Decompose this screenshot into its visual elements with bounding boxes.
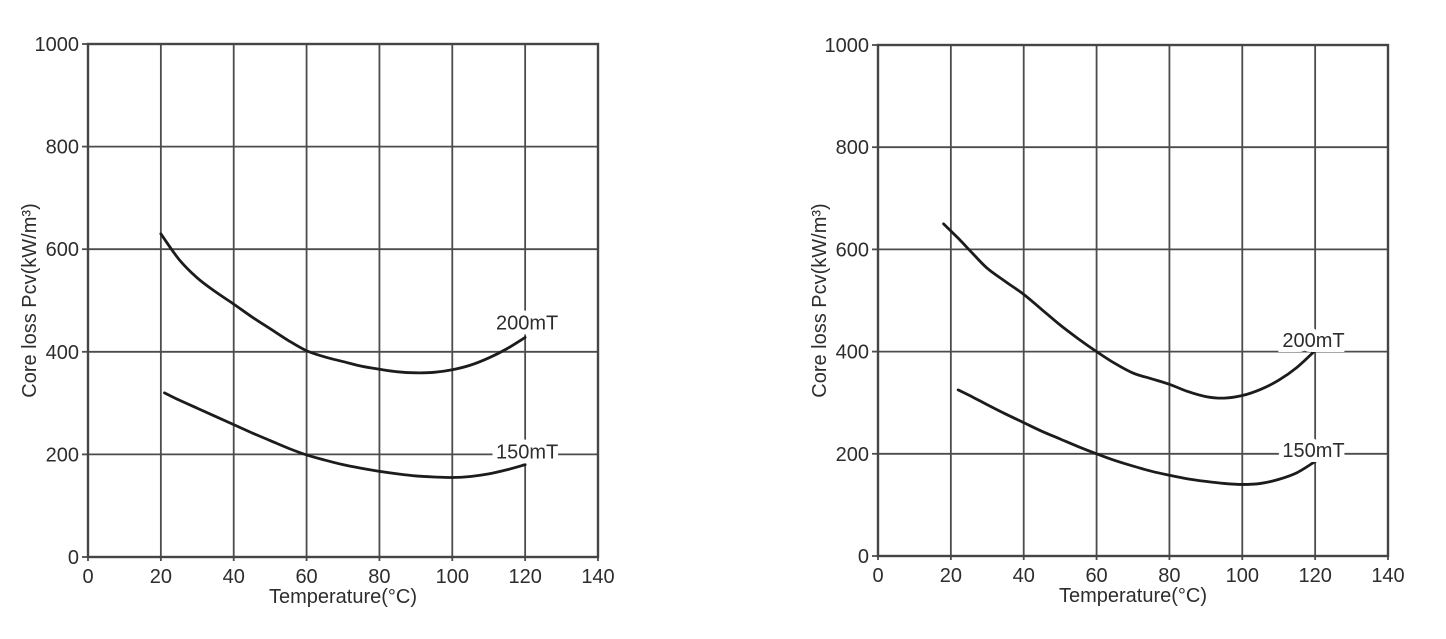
y-tick-label: 400 <box>836 342 869 364</box>
x-axis-title: Temperature(°C) <box>269 586 417 608</box>
series-label-150mT: 150mT <box>496 441 558 463</box>
x-axis-title: Temperature(°C) <box>1059 585 1207 607</box>
y-tick-label: 400 <box>46 342 79 364</box>
y-tick-label: 200 <box>46 444 79 466</box>
y-tick-label: 1000 <box>35 34 80 56</box>
plot-border <box>876 43 1390 558</box>
x-tick-label: 60 <box>1085 565 1107 587</box>
x-tick-label: 80 <box>368 566 390 588</box>
x-tick-label: 100 <box>436 566 469 588</box>
series-curve-150mT <box>956 388 1317 486</box>
gridlines-y <box>872 44 1388 557</box>
series-curve-200mT <box>159 232 527 375</box>
series-label-200mT: 200mT <box>1282 330 1344 352</box>
x-tick-label: 120 <box>1298 565 1331 587</box>
plot-border <box>86 42 600 559</box>
gridlines-x <box>877 45 1389 560</box>
x-tick-label: 80 <box>1158 565 1180 587</box>
x-tick-label: 20 <box>940 565 962 587</box>
x-tick-label: 40 <box>223 566 245 588</box>
series-curve-200mT <box>942 222 1317 400</box>
y-tick-label: 600 <box>46 239 79 261</box>
x-tick-label: 140 <box>1371 565 1404 587</box>
x-tick-label: 100 <box>1226 565 1259 587</box>
y-axis-title: Core loss Pcv(kW/m³) <box>19 203 41 397</box>
y-axis-title: Core loss Pcv(kW/m³) <box>809 203 831 397</box>
y-tick-label: 0 <box>858 546 869 568</box>
y-tick-label: 0 <box>68 547 79 569</box>
core-loss-chart-right: 200mT 150mT 0 20 40 60 80 100 120 140 0 200 400 600 80… <box>723 0 1446 639</box>
chart-svg: 200mT 150mT 0 20 40 60 80 100 120 140 0 200 400 600 80… <box>809 35 1405 607</box>
x-tick-label: 20 <box>150 566 172 588</box>
series-label-150mT: 150mT <box>1282 440 1344 462</box>
core-loss-chart-left: 200mT 150mT 0 20 40 60 80 100 120 140 0 200 400 600 80… <box>19 34 615 608</box>
x-tick-label: 0 <box>82 566 93 588</box>
x-tick-label: 0 <box>872 565 883 587</box>
y-tick-label: 800 <box>836 137 869 159</box>
y-tick-label: 200 <box>836 444 869 466</box>
x-tick-label: 60 <box>295 566 317 588</box>
x-tick-label: 120 <box>508 566 541 588</box>
series-curve-150mT <box>163 391 527 479</box>
series-label-200mT: 200mT <box>496 313 558 335</box>
y-tick-label: 600 <box>836 239 869 261</box>
gridlines-x <box>87 44 599 561</box>
x-tick-label: 40 <box>1013 565 1035 587</box>
gridlines-y <box>82 43 598 558</box>
y-tick-label: 800 <box>46 137 79 159</box>
y-tick-label: 1000 <box>825 35 870 57</box>
chart-svg: 200mT 150mT 0 20 40 60 80 100 120 140 0 200 400 600 80… <box>19 34 615 608</box>
x-tick-label: 140 <box>581 566 614 588</box>
